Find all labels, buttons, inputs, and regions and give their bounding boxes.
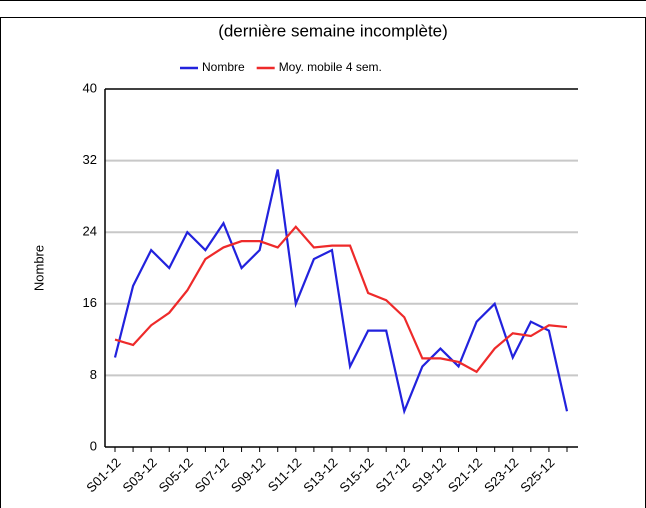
x-tick-label: S07-12 bbox=[192, 455, 232, 495]
series-line bbox=[113, 169, 569, 415]
x-tick-label: S17-12 bbox=[373, 455, 413, 495]
y-tick-label: 8 bbox=[90, 367, 97, 382]
y-tick-label: 24 bbox=[83, 224, 97, 239]
x-tick-label: S25-12 bbox=[517, 455, 557, 495]
frame bbox=[0, 17, 646, 508]
x-tick-label: S19-12 bbox=[409, 455, 449, 495]
x-tick-label: S15-12 bbox=[336, 455, 376, 495]
x-tick-label: S03-12 bbox=[119, 455, 159, 495]
x-tick-label: S21-12 bbox=[445, 455, 485, 495]
y-tick-label: 40 bbox=[83, 80, 97, 95]
x-tick-label: S09-12 bbox=[228, 455, 268, 495]
series-line bbox=[114, 225, 568, 374]
x-tick-label: S23-12 bbox=[481, 455, 521, 495]
y-axis-label: Nombre bbox=[31, 245, 46, 291]
x-tick-label: S05-12 bbox=[156, 455, 196, 495]
y-tick-label: 32 bbox=[83, 152, 97, 167]
x-tick-label: S01-12 bbox=[83, 455, 123, 495]
y-tick-label: 16 bbox=[83, 295, 97, 310]
x-tick-label: S11-12 bbox=[265, 455, 305, 495]
legend-label: Moy. mobile 4 sem. bbox=[279, 60, 382, 74]
chart-subtitle: (dernière semaine incomplète) bbox=[218, 21, 448, 40]
y-tick-label: 0 bbox=[90, 438, 97, 453]
x-tick-label: S13-12 bbox=[300, 455, 340, 495]
legend-label: Nombre bbox=[202, 60, 245, 74]
